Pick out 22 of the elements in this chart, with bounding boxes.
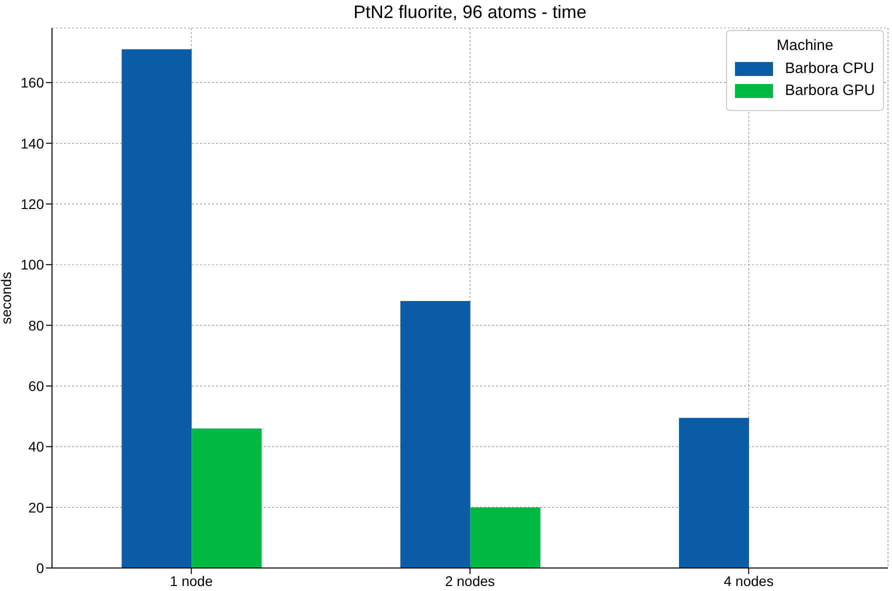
y-tick-label: 0 xyxy=(36,560,44,576)
y-tick-label: 100 xyxy=(20,256,44,273)
bar xyxy=(192,428,262,568)
x-tick-label: 2 nodes xyxy=(445,572,495,589)
y-tick-label: 160 xyxy=(20,74,44,91)
legend-label: Barbora CPU xyxy=(784,60,874,77)
y-axis-title: seconds xyxy=(0,272,14,324)
bar xyxy=(400,301,470,568)
legend-title: Machine xyxy=(776,37,834,54)
chart-title: PtN2 fluorite, 96 atoms - time xyxy=(352,2,588,23)
legend-label: Barbora GPU xyxy=(784,82,875,99)
bar xyxy=(122,49,192,568)
y-tick-label: 20 xyxy=(28,499,44,516)
x-tick-label: 4 nodes xyxy=(724,572,774,589)
x-tick-label: 1 node xyxy=(170,572,213,589)
y-tick-label: 120 xyxy=(20,196,44,212)
y-tick-label: 140 xyxy=(20,135,44,152)
y-tick-label: 80 xyxy=(28,317,44,334)
bar xyxy=(470,507,540,568)
y-tick-label: 60 xyxy=(28,378,44,394)
y-tick-label: 40 xyxy=(28,438,44,455)
bar xyxy=(679,418,749,568)
